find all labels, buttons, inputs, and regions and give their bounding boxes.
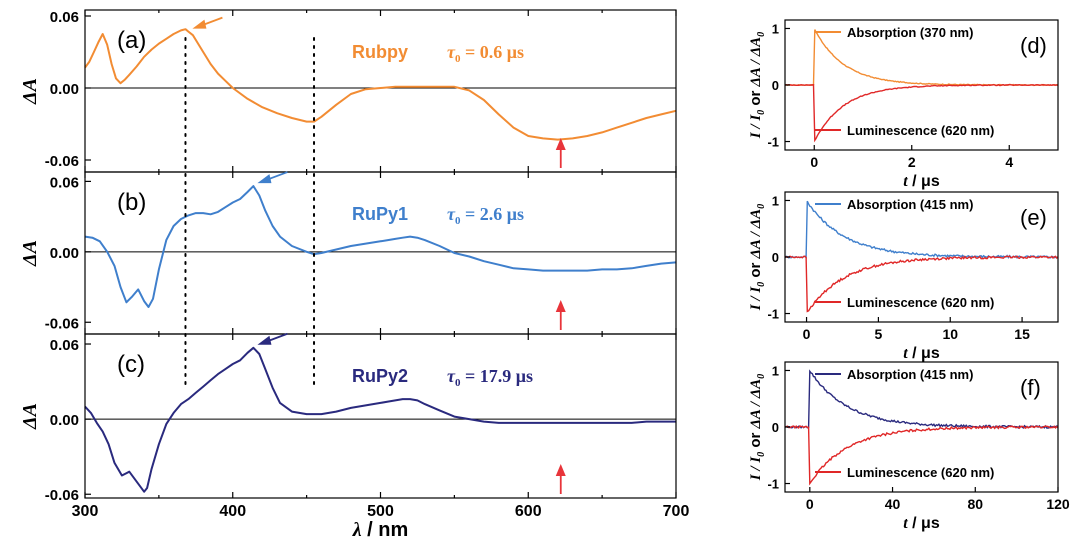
legend-label: Luminescence (620 nm) [847,465,994,480]
panel-label: (b) [117,189,146,216]
peak-arrowhead [192,19,207,29]
legend-label: Luminescence (620 nm) [847,295,994,310]
spectrum-line-rupy2 [84,346,676,493]
y-axis-label: I / I0 or ΔA / ΔA0 [747,204,767,311]
y-tick-label: 1 [772,21,779,36]
x-tick-label: 400 [219,503,246,520]
compound-name: Rubpy [352,42,408,62]
x-tick-label: 600 [515,503,542,520]
panel-b-group: 0.06 0.00 -0.06 ΔA (b) RuPy1 τ0 = 2.6 μs [19,171,677,335]
legend-label: Absorption (415 nm) [847,197,973,212]
compound-name: RuPy2 [352,366,408,386]
panel-label: (d) [1020,33,1047,58]
x-tick-label: 0 [803,326,811,342]
x-tick-label: 120 [1046,496,1070,512]
x-tick-label: 300 [72,503,99,520]
x-tick-label: 10 [942,326,958,342]
peak-arrowhead [257,335,272,345]
red-marker-arrowhead [555,138,566,150]
y-tick-label: -0.06 [45,315,79,332]
y-tick-label: 0.00 [50,245,79,262]
x-tick-label: 0 [810,154,818,170]
peak-arrowhead [257,174,272,184]
kinetic-trace-luminescence [784,255,1059,313]
x-tick-label: 80 [967,496,983,512]
y-tick-label: -1 [767,135,779,150]
x-tick-label: 5 [874,326,882,342]
y-tick-label: 1 [772,363,779,378]
lifetime-label: τ0 = 2.6 μs [447,204,524,227]
x-tick-label: 500 [367,503,394,520]
y-axis-label: I / I0 or ΔA / ΔA0 [747,374,767,481]
y-tick-label: 1 [772,193,779,208]
x-tick-label: 0 [806,496,814,512]
panel-d-group: Absorption (370 nm) Luminescence (620 nm)… [747,19,1059,190]
x-axis-label: t / μs [903,515,940,532]
x-tick-label: 700 [663,503,690,520]
panel-a-group: 0.06 0.00 -0.06 ΔA (a) Rubpy τ0 = 0.6 μs [19,9,677,173]
legend-label: Absorption (415 nm) [847,367,973,382]
y-tick-label: -0.06 [45,487,79,504]
panel-label: (c) [117,351,145,378]
panel-label: (e) [1020,205,1047,230]
lifetime-label: τ0 = 0.6 μs [447,42,524,65]
compound-name: RuPy1 [352,204,408,224]
y-tick-label: 0 [772,250,779,265]
legend-label: Absorption (370 nm) [847,25,973,40]
y-tick-label: 0.06 [50,337,79,354]
y-tick-label: 0 [772,420,779,435]
x-tick-label: 4 [1005,154,1013,170]
y-axis-label: ΔA [19,240,41,267]
y-axis-label: ΔA [19,78,41,105]
y-tick-label: -0.06 [45,153,79,170]
panel-label: (a) [117,27,146,54]
x-axis-label: t / μs [903,173,940,190]
y-tick-label: 0.06 [50,174,79,191]
x-tick-label: 15 [1014,326,1030,342]
y-axis-label: ΔA [19,403,41,430]
y-axis-label: I / I0 or ΔA / ΔA0 [747,32,767,139]
red-marker-arrowhead [555,464,566,476]
x-tick-label: 2 [908,154,916,170]
spectrum-line-rupy1 [84,185,677,308]
lifetime-label: τ0 = 17.9 μs [447,366,533,389]
x-tick-label: 40 [885,496,901,512]
y-tick-label: 0 [772,78,779,93]
x-axis-label: t / μs [903,345,940,362]
plot-frame [84,333,677,499]
legend-label: Luminescence (620 nm) [847,123,994,138]
panel-label: (f) [1020,375,1041,400]
x-axis-label: λ / nm [352,519,409,538]
panel-c-group: 0.06 0.00 -0.06 ΔA (c) RuPy2 τ0 = 17.9 μs 300 40… [19,332,690,538]
y-tick-label: -1 [767,307,779,322]
plot-frame [84,171,677,335]
y-tick-label: -1 [767,477,779,492]
y-tick-label: 0.06 [50,9,79,26]
y-tick-label: 0.00 [50,81,79,98]
panel-f-group: Absorption (415 nm) Luminescence (620 nm)… [747,361,1070,532]
red-marker-arrowhead [555,300,566,312]
kinetic-trace-luminescence [784,83,1059,143]
panel-e-group: Absorption (415 nm) Luminescence (620 nm)… [747,191,1059,362]
kinetic-trace-luminescence [784,425,1059,486]
y-tick-label: 0.00 [50,412,79,429]
spectrum-line-rubpy [84,28,677,141]
